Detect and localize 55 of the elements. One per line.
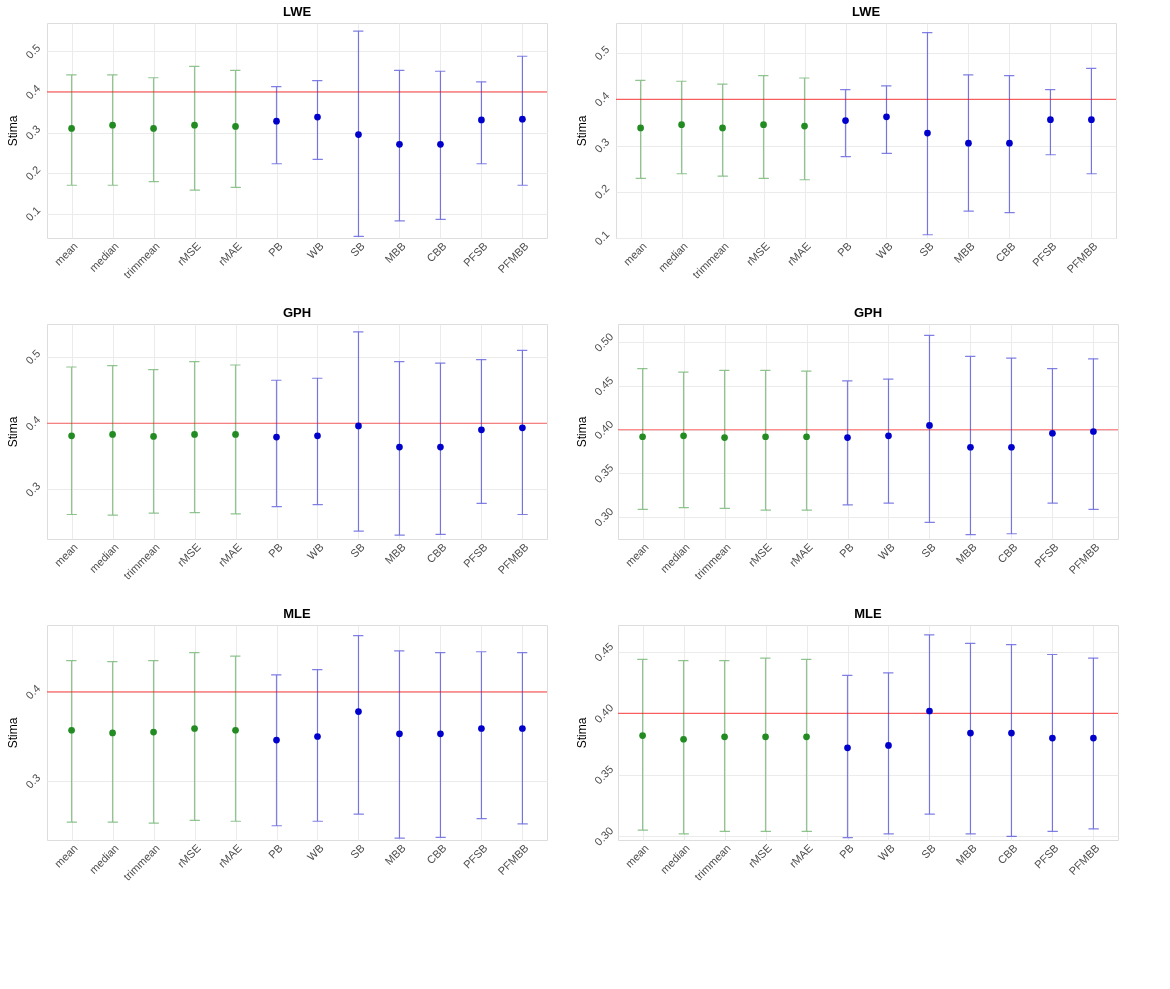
x-tick-label: WB (304, 841, 326, 863)
chart-title: GPH (853, 305, 883, 320)
x-tick-label: PB (265, 841, 285, 861)
x-tick-label: PB (265, 540, 285, 560)
y-axis-title: Stima (5, 717, 20, 749)
y-axis-title: Stima (5, 115, 20, 147)
x-tick-label: SB (916, 239, 936, 259)
y-tick-label: 0.4 (23, 82, 43, 102)
x-tick-label: SB (347, 540, 367, 560)
y-tick-label: 0.3 (592, 135, 612, 155)
x-tick-label: WB (304, 540, 326, 562)
y-tick-label: 0.1 (592, 228, 612, 248)
y-axis-title: Stima (574, 416, 589, 448)
y-tick-label: 0.3 (23, 122, 43, 142)
y-tick-label: 0.3 (23, 771, 43, 791)
x-tick-label: CBB (995, 540, 1020, 566)
x-tick-label: SB (347, 239, 367, 259)
x-tick-label: SB (347, 841, 367, 861)
chart-title: MLE (283, 606, 312, 621)
y-tick-label: 0.4 (23, 682, 43, 702)
x-tick-label: WB (304, 239, 326, 261)
y-tick-label: 0.4 (592, 89, 612, 109)
y-tick-label: 0.1 (23, 203, 43, 224)
y-tick-label: 0.2 (592, 181, 612, 202)
y-tick-label: 0.50 (591, 330, 616, 354)
y-tick-label: 0.4 (23, 413, 43, 433)
y-axis-title: Stima (5, 416, 20, 448)
y-axis-title: Stima (574, 717, 589, 749)
x-tick-label: WB (873, 239, 895, 261)
y-tick-label: 0.30 (591, 824, 616, 848)
y-tick-label: 0.30 (591, 505, 616, 529)
y-axis-title: Stima (574, 115, 589, 147)
chart-title: MLE (854, 606, 883, 621)
x-tick-label: SB (918, 841, 938, 861)
x-tick-label: CBB (995, 841, 1020, 867)
chart-title: LWE (851, 4, 881, 19)
y-tick-label: 0.2 (23, 163, 43, 183)
y-tick-label: 0.5 (23, 347, 43, 367)
x-tick-label: PB (836, 540, 856, 560)
x-tick-label: PB (265, 239, 285, 259)
chart-title: LWE (282, 4, 312, 19)
x-tick-label: WB (875, 540, 897, 562)
x-tick-label: PB (836, 841, 856, 861)
x-tick-label: SB (918, 540, 938, 560)
y-tick-label: 0.3 (23, 479, 43, 499)
x-tick-label: CBB (993, 239, 1018, 265)
x-tick-label: CBB (424, 540, 449, 566)
x-tick-label: WB (875, 841, 897, 863)
x-tick-label: CBB (424, 841, 449, 867)
y-tick-label: 0.5 (592, 43, 612, 63)
x-tick-label: PB (834, 239, 854, 259)
y-tick-label: 0.40 (591, 417, 616, 442)
x-tick-label: CBB (424, 239, 449, 265)
y-tick-label: 0.5 (23, 41, 43, 61)
chart-title: GPH (282, 305, 312, 320)
